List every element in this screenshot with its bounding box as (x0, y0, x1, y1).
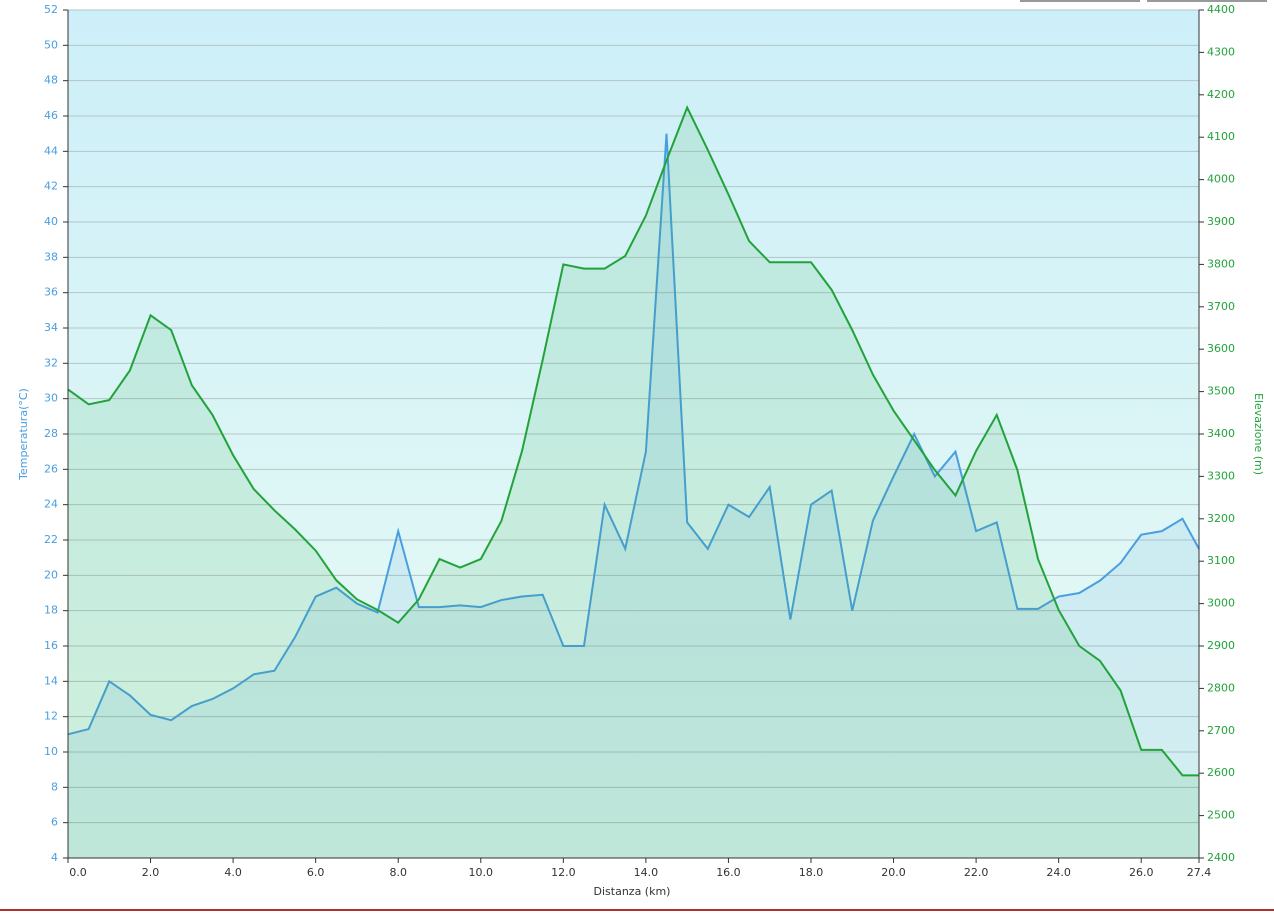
y2-tick-label: 4400 (1207, 3, 1235, 16)
y2-tick-label: 3600 (1207, 342, 1235, 355)
y2-tick-label: 2700 (1207, 724, 1235, 737)
y2-tick-label: 3700 (1207, 300, 1235, 313)
y-tick-label: 48 (44, 74, 58, 87)
y-tick-label: 14 (44, 674, 58, 687)
y2-tick-label: 2600 (1207, 766, 1235, 779)
y-tick-label: 38 (44, 250, 58, 263)
x-tick-label: 12.0 (551, 866, 576, 879)
bottom-border (0, 909, 1274, 911)
y2-tick-label: 4300 (1207, 45, 1235, 58)
x-tick-label: 10.0 (469, 866, 494, 879)
y2-tick-label: 2500 (1207, 809, 1235, 822)
y-tick-label: 22 (44, 533, 58, 546)
y-tick-label: 20 (44, 568, 58, 581)
y-tick-label: 10 (44, 745, 58, 758)
y2-tick-label: 3800 (1207, 257, 1235, 270)
series-line (67, 105, 1199, 777)
y-tick-label: 36 (44, 286, 58, 299)
y2-tick-label: 3100 (1207, 554, 1235, 567)
y2-tick-label: 4200 (1207, 88, 1235, 101)
x-tick-label: 8.0 (389, 866, 407, 879)
series-area (68, 133, 1199, 858)
x-tick-label: 18.0 (799, 866, 824, 879)
y2-tick-label: 3000 (1207, 597, 1235, 610)
x-tick-label: 16.0 (716, 866, 741, 879)
x-tick-label: 14.0 (634, 866, 659, 879)
y-tick-label: 18 (44, 604, 58, 617)
x-tick-label: 2.0 (142, 866, 160, 879)
y-tick-label: 16 (44, 639, 58, 652)
x-tick-label: 22.0 (964, 866, 989, 879)
toolbar-edge (1020, 0, 1140, 2)
y-tick-label: 52 (44, 3, 58, 16)
y-tick-label: 42 (44, 180, 58, 193)
y2-tick-label: 3500 (1207, 385, 1235, 398)
y2-tick-label: 4100 (1207, 130, 1235, 143)
y2-tick-label: 2800 (1207, 681, 1235, 694)
series-line (67, 133, 1200, 736)
y-tick-label: 26 (44, 462, 58, 475)
y-tick-label: 40 (44, 215, 58, 228)
y-axis-label: Temperatura(°C) (17, 388, 30, 481)
series-area (68, 107, 1199, 858)
y-tick-label: 12 (44, 710, 58, 723)
x-tick-label: 6.0 (307, 866, 325, 879)
toolbar-edge (1147, 0, 1267, 2)
y-tick-label: 28 (44, 427, 58, 440)
y2-tick-label: 3300 (1207, 469, 1235, 482)
x-tick-label: 20.0 (881, 866, 906, 879)
y2-tick-label: 2400 (1207, 851, 1235, 864)
y2-tick-label: 2900 (1207, 639, 1235, 652)
y-tick-label: 34 (44, 321, 58, 334)
y-tick-label: 50 (44, 38, 58, 51)
y2-tick-label: 4000 (1207, 173, 1235, 186)
y-tick-label: 32 (44, 356, 58, 369)
x-tick-label: 26.0 (1129, 866, 1154, 879)
y-tick-label: 24 (44, 498, 58, 511)
x-tick-label: 0.0 (69, 866, 87, 879)
y-tick-label: 46 (44, 109, 58, 122)
y-tick-label: 8 (51, 780, 58, 793)
x-axis-label: Distanza (km) (594, 885, 671, 898)
y-tick-label: 6 (51, 816, 58, 829)
y2-tick-label: 3200 (1207, 512, 1235, 525)
y-tick-label: 30 (44, 392, 58, 405)
x-tick-label: 4.0 (224, 866, 242, 879)
x-tick-label: 24.0 (1046, 866, 1071, 879)
y2-tick-label: 3400 (1207, 427, 1235, 440)
x-tick-label: 27.4 (1187, 866, 1212, 879)
y2-axis-label: Elevazione (m) (1252, 393, 1265, 475)
y2-tick-label: 3900 (1207, 215, 1235, 228)
y-tick-label: 4 (51, 851, 58, 864)
y-tick-label: 44 (44, 144, 58, 157)
